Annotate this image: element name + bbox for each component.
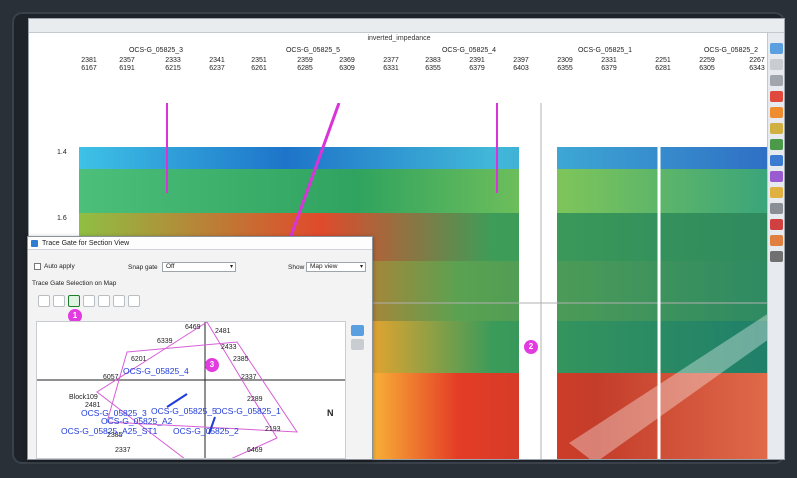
plot-title: inverted_impedance <box>367 35 431 42</box>
marker-3: 3 <box>205 358 219 372</box>
grid-select-icon[interactable] <box>68 295 80 307</box>
left-axis: 1.4 1.6 <box>29 103 79 459</box>
wells-icon[interactable] <box>128 295 140 307</box>
globe-icon[interactable] <box>38 295 50 307</box>
zoom-icon[interactable] <box>770 43 783 54</box>
tick-label: 2357 6191 <box>119 57 135 72</box>
well-label: OCS-G_05825_4 <box>441 47 497 54</box>
measure-icon[interactable] <box>770 235 783 246</box>
polygon-icon[interactable] <box>83 295 95 307</box>
pick-icon[interactable] <box>770 91 783 102</box>
snap-gate-select[interactable]: Off ▾ <box>162 262 236 272</box>
map-grid-label: 6201 <box>131 356 147 363</box>
marker-1: 1 <box>68 309 82 323</box>
tick-label: 2391 6379 <box>469 57 485 72</box>
well-label: OCS-G_05825_3 <box>128 47 184 54</box>
show-label: Show <box>288 264 305 271</box>
chevron-down-icon: ▾ <box>229 264 233 270</box>
top-axis: OCS-G_05825_3 OCS-G_05825_5 OCS-G_05825_… <box>79 43 769 103</box>
map-grid-label: 2433 <box>221 344 237 351</box>
map-grid-label: 6469 <box>247 447 263 454</box>
tick-label: 2383 6355 <box>425 57 441 72</box>
checkbox-box[interactable] <box>34 263 41 270</box>
settings-icon[interactable] <box>770 187 783 198</box>
map-well-label[interactable]: OCS-G_05825_4 <box>123 366 189 376</box>
print-icon[interactable] <box>770 75 783 86</box>
map-grid-label: 2481 <box>85 402 101 409</box>
dialog-title: Trace Gate for Section View <box>28 237 372 250</box>
map-grid-label: 2193 <box>265 426 281 433</box>
export-icon[interactable] <box>770 251 783 262</box>
map-grid-label: 6339 <box>157 338 173 345</box>
map-grid-label: 2337 <box>115 447 131 454</box>
gate-band <box>569 313 769 459</box>
text-icon[interactable] <box>770 203 783 214</box>
show-select[interactable]: Map view ▾ <box>306 262 366 272</box>
map-side-toolbar <box>349 321 364 459</box>
map-zoom-icon[interactable] <box>351 325 364 336</box>
tick-label: 2397 6403 <box>513 57 529 72</box>
tower-icon[interactable] <box>113 295 125 307</box>
map-grid-label: 2337 <box>241 374 257 381</box>
trace-icon[interactable] <box>770 155 783 166</box>
tick-label: 2309 6355 <box>557 57 573 72</box>
marker-2: 2 <box>524 340 538 354</box>
map-well-label[interactable]: OCS-G_05825_A25_ST1 <box>61 426 158 436</box>
section-label: Trace Gate Selection on Map <box>32 280 117 287</box>
tick-label: 2381 6167 <box>81 57 97 72</box>
app-icon <box>31 240 38 247</box>
y-tick-label: 1.6 <box>57 215 67 222</box>
horizon-icon[interactable] <box>770 107 783 118</box>
tick-label: 2359 6285 <box>297 57 313 72</box>
map-grid-label: 2289 <box>247 396 263 403</box>
well-label: OCS-G_05825_2 <box>703 47 759 54</box>
well-label: OCS-G_05825_1 <box>577 47 633 54</box>
y-tick-label: 1.4 <box>57 149 67 156</box>
block-label: Block109 <box>69 394 98 401</box>
tick-label: 2259 6305 <box>699 57 715 72</box>
map-well-label[interactable]: OCS-G_05825_1 <box>215 406 281 416</box>
window-titlebar <box>29 19 784 33</box>
layer-icon[interactable] <box>770 139 783 150</box>
well-label: OCS-G_05825_5 <box>285 47 341 54</box>
snap-gate-label: Snap gate <box>128 264 158 271</box>
draw-icon[interactable] <box>770 219 783 230</box>
map-grid-label: 6469 <box>185 324 201 331</box>
north-arrow-icon: N <box>327 408 334 418</box>
trace-gate-dialog: Trace Gate for Section View Auto apply S… <box>27 236 373 460</box>
map-grid-label: 2385 <box>233 356 249 363</box>
map-pan-icon[interactable] <box>351 339 364 350</box>
select-icon[interactable] <box>53 295 65 307</box>
map-grid-label: 2481 <box>215 328 231 335</box>
color-icon[interactable] <box>770 123 783 134</box>
map-view[interactable]: 6469 2481 6339 2433 6201 2385 6057 2337 … <box>36 321 346 459</box>
tick-label: 2331 6379 <box>601 57 617 72</box>
tick-label: 2251 6281 <box>655 57 671 72</box>
tick-label: 2377 6331 <box>383 57 399 72</box>
tick-label: 2333 6215 <box>165 57 181 72</box>
chevron-down-icon: ▾ <box>359 264 363 270</box>
map-grid-label: 2385 <box>107 432 123 439</box>
lasso-icon[interactable] <box>98 295 110 307</box>
map-grid-label: 6057 <box>103 374 119 381</box>
filter-icon[interactable] <box>770 171 783 182</box>
auto-apply-checkbox[interactable]: Auto apply <box>34 263 75 270</box>
map-well-label[interactable]: OCS-G_05825_2 <box>173 426 239 436</box>
tick-label: 2341 6237 <box>209 57 225 72</box>
tick-label: 2267 6343 <box>749 57 765 72</box>
right-toolbar <box>767 33 784 459</box>
tick-label: 2351 6261 <box>251 57 267 72</box>
tick-label: 2369 6309 <box>339 57 355 72</box>
pan-icon[interactable] <box>770 59 783 70</box>
map-well-label[interactable]: OCS-G_05825_3 <box>81 408 147 418</box>
map-well-label[interactable]: OCS-G_05825_5 <box>151 406 217 416</box>
map-overlay <box>37 322 345 458</box>
map-well-label[interactable]: OCS-G_05825_A2 <box>101 416 173 426</box>
